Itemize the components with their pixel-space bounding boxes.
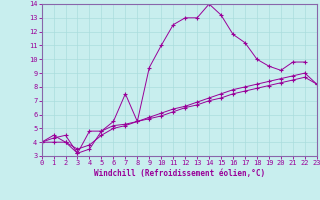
X-axis label: Windchill (Refroidissement éolien,°C): Windchill (Refroidissement éolien,°C) — [94, 169, 265, 178]
